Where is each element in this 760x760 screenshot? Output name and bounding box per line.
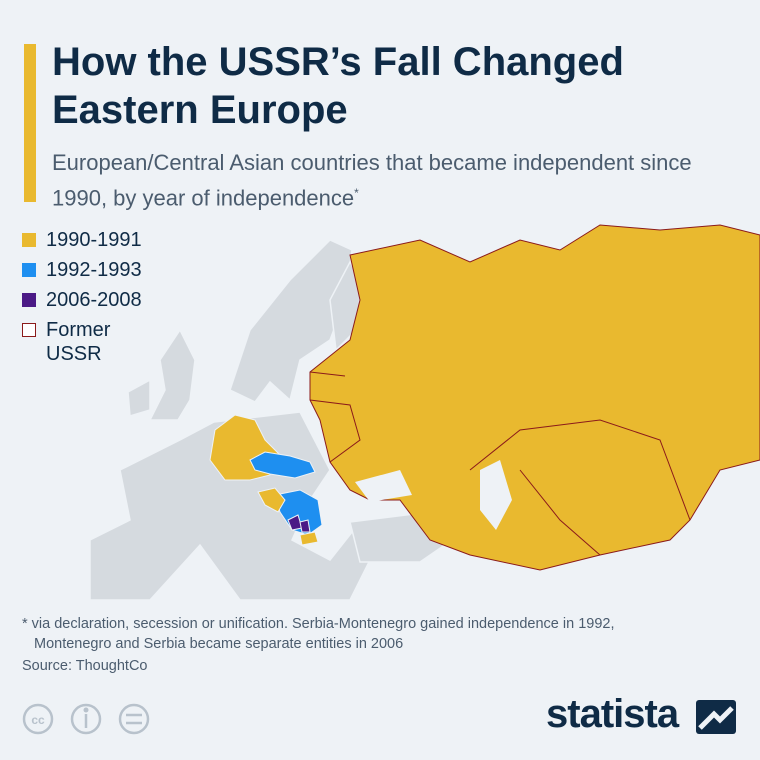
- footnote: * via declaration, secession or unificat…: [22, 614, 742, 654]
- subtitle: European/Central Asian countries that be…: [52, 148, 692, 213]
- source: Source: ThoughtCo: [22, 658, 148, 674]
- subtitle-mark: *: [354, 186, 359, 200]
- caspian-sea: [480, 460, 512, 530]
- legend-item: 2006-2008: [22, 288, 162, 312]
- legend: 1990-1991 1992-1993 2006-2008 Former USSR: [22, 228, 162, 372]
- legend-item: 1992-1993: [22, 258, 162, 282]
- brand-logo: [696, 700, 736, 734]
- legend-label: Former USSR: [46, 319, 111, 365]
- legend-label: 2006-2008: [46, 289, 142, 311]
- accent-bar: [24, 44, 36, 202]
- new-states: [209, 414, 323, 546]
- license-icons: cc: [22, 703, 150, 735]
- legend-swatch: [22, 263, 36, 277]
- legend-swatch: [22, 323, 36, 337]
- black-sea: [355, 470, 412, 502]
- legend-swatch: [22, 293, 36, 307]
- brand: statista: [546, 692, 679, 736]
- footnote-line: Montenegro and Serbia became separate en…: [34, 636, 404, 652]
- legend-item: 1990-1991: [22, 228, 162, 252]
- legend-label: 1990-1991: [46, 229, 142, 251]
- footnote-line: * via declaration, secession or unificat…: [22, 616, 615, 632]
- former-ussr: [309, 224, 760, 571]
- legend-swatch: [22, 233, 36, 247]
- legend-label: 1992-1993: [46, 259, 142, 281]
- map: [89, 224, 760, 601]
- subtitle-text: European/Central Asian countries that be…: [52, 150, 692, 211]
- legend-item: Former USSR: [22, 318, 162, 366]
- svg-text:cc: cc: [31, 713, 45, 727]
- title: How the USSR’s Fall Changed Eastern Euro…: [52, 40, 624, 132]
